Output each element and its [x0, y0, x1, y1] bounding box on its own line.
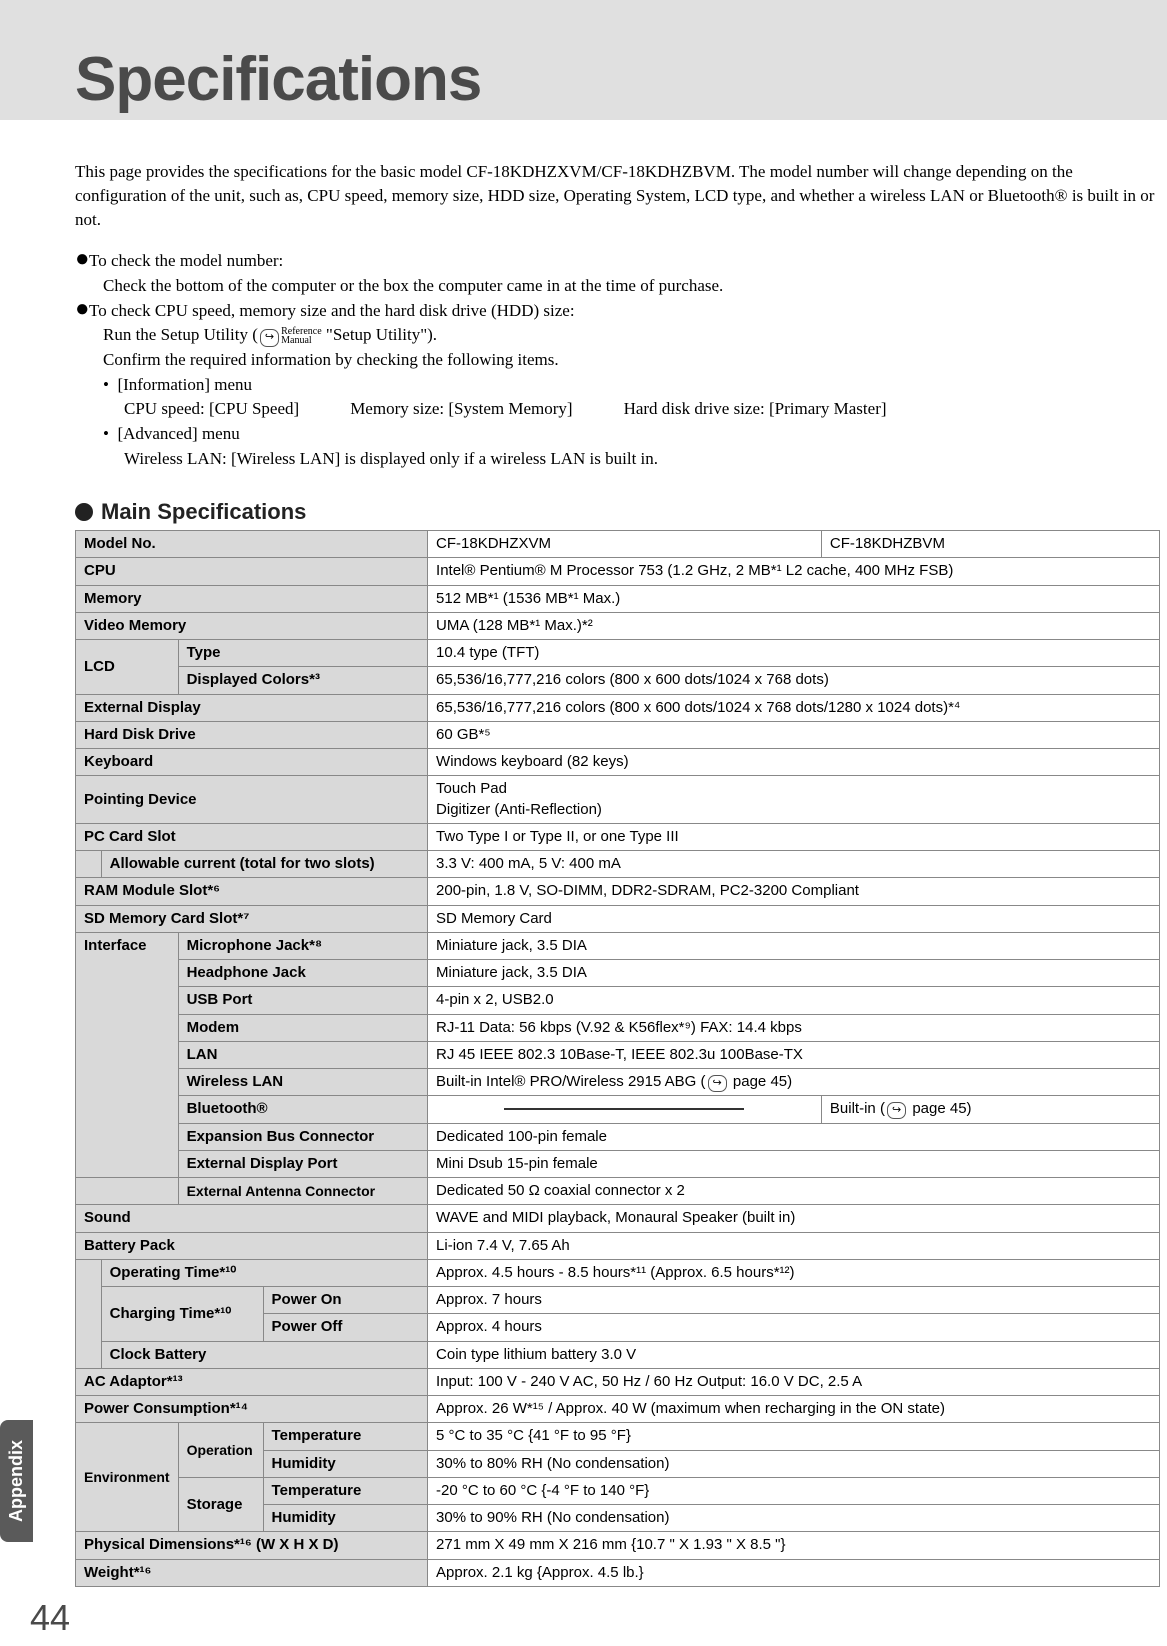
table-row: SoundWAVE and MIDI playback, Monaural Sp…	[76, 1205, 1160, 1232]
table-row: Pointing DeviceTouch Pad Digitizer (Anti…	[76, 776, 1160, 824]
table-row: AC Adaptor*¹³Input: 100 V - 240 V AC, 50…	[76, 1368, 1160, 1395]
header-bar: Specifications	[0, 0, 1167, 120]
content-area: This page provides the specifications fo…	[0, 120, 1167, 1587]
bullet-dot-icon: ●	[75, 249, 89, 274]
page-title: Specifications	[75, 44, 481, 115]
table-row: StorageTemperature-20 °C to 60 °C {-4 °F…	[76, 1477, 1160, 1504]
dash-line-icon	[504, 1108, 744, 1110]
table-row: KeyboardWindows keyboard (82 keys)	[76, 749, 1160, 776]
table-row: ModemRJ-11 Data: 56 kbps (V.92 & K56flex…	[76, 1014, 1160, 1041]
bullet-dot-icon: ●	[75, 299, 89, 324]
ref-icon: ↪	[708, 1075, 727, 1092]
table-row: External Antenna ConnectorDedicated 50 Ω…	[76, 1178, 1160, 1205]
run-setup-line: Run the Setup Utility (↪ReferenceManual …	[75, 323, 1167, 348]
table-row: Allowable current (total for two slots)3…	[76, 851, 1160, 878]
ref-manual-label: ReferenceManual	[281, 327, 322, 346]
bullet-check-cpu: ● To check CPU speed, memory size and th…	[75, 299, 1167, 324]
table-row: Clock BatteryCoin type lithium battery 3…	[76, 1341, 1160, 1368]
appendix-tab: Appendix	[0, 1420, 33, 1542]
table-row: EnvironmentOperationTemperature5 °C to 3…	[76, 1423, 1160, 1450]
table-row: Headphone JackMiniature jack, 3.5 DIA	[76, 960, 1160, 987]
table-row: InterfaceMicrophone Jack*⁸Miniature jack…	[76, 932, 1160, 959]
table-row: Power Consumption*¹⁴Approx. 26 W*¹⁵ / Ap…	[76, 1396, 1160, 1423]
table-row: USB Port4-pin x 2, USB2.0	[76, 987, 1160, 1014]
table-row: RAM Module Slot*⁶200-pin, 1.8 V, SO-DIMM…	[76, 878, 1160, 905]
table-row: Wireless LANBuilt-in Intel® PRO/Wireless…	[76, 1069, 1160, 1096]
table-row: Displayed Colors*³65,536/16,777,216 colo…	[76, 667, 1160, 694]
ref-icon: ↪	[887, 1102, 906, 1119]
table-row: Expansion Bus ConnectorDedicated 100-pin…	[76, 1123, 1160, 1150]
table-row: PC Card SlotTwo Type I or Type II, or on…	[76, 823, 1160, 850]
table-row: LANRJ 45 IEEE 802.3 10Base-T, IEEE 802.3…	[76, 1041, 1160, 1068]
table-row: Weight*¹⁶Approx. 2.1 kg {Approx. 4.5 lb.…	[76, 1559, 1160, 1586]
info-menu-bullet: • [Information] menu	[75, 373, 1167, 398]
table-row: Charging Time*¹⁰Power OnApprox. 7 hours	[76, 1287, 1160, 1314]
intro-paragraph: This page provides the specifications fo…	[75, 160, 1167, 231]
table-row: Memory512 MB*¹ (1536 MB*¹ Max.)	[76, 585, 1160, 612]
bullet-check-model: ● To check the model number:	[75, 249, 1167, 274]
table-row: Battery PackLi-ion 7.4 V, 7.65 Ah	[76, 1232, 1160, 1259]
check-model-text: Check the bottom of the computer or the …	[75, 274, 1167, 299]
ref-icon: ↪	[260, 329, 279, 347]
info-menu-line: CPU speed: [CPU Speed] Memory size: [Sys…	[75, 397, 1167, 422]
page-number: 44	[30, 1597, 1167, 1639]
table-row: Model No.CF-18KDHZXVMCF-18KDHZBVM	[76, 531, 1160, 558]
table-row: Hard Disk Drive60 GB*⁵	[76, 721, 1160, 748]
table-row: External Display65,536/16,777,216 colors…	[76, 694, 1160, 721]
table-row: Physical Dimensions*¹⁶ (W X H X D)271 mm…	[76, 1532, 1160, 1559]
table-row: Operating Time*¹⁰Approx. 4.5 hours - 8.5…	[76, 1259, 1160, 1286]
table-row: Video MemoryUMA (128 MB*¹ Max.)*²	[76, 612, 1160, 639]
table-row: SD Memory Card Slot*⁷SD Memory Card	[76, 905, 1160, 932]
table-row: Bluetooth®Built-in (↪ page 45)	[76, 1096, 1160, 1123]
table-row: CPUIntel® Pentium® M Processor 753 (1.2 …	[76, 558, 1160, 585]
spec-table: Model No.CF-18KDHZXVMCF-18KDHZBVM CPUInt…	[75, 530, 1160, 1587]
adv-menu-line: Wireless LAN: [Wireless LAN] is displaye…	[75, 447, 1167, 472]
table-row: LCDType10.4 type (TFT)	[76, 640, 1160, 667]
table-row: External Display PortMini Dsub 15-pin fe…	[76, 1150, 1160, 1177]
confirm-line: Confirm the required information by chec…	[75, 348, 1167, 373]
section-main-spec: Main Specifications	[75, 499, 1167, 525]
adv-menu-bullet: • [Advanced] menu	[75, 422, 1167, 447]
